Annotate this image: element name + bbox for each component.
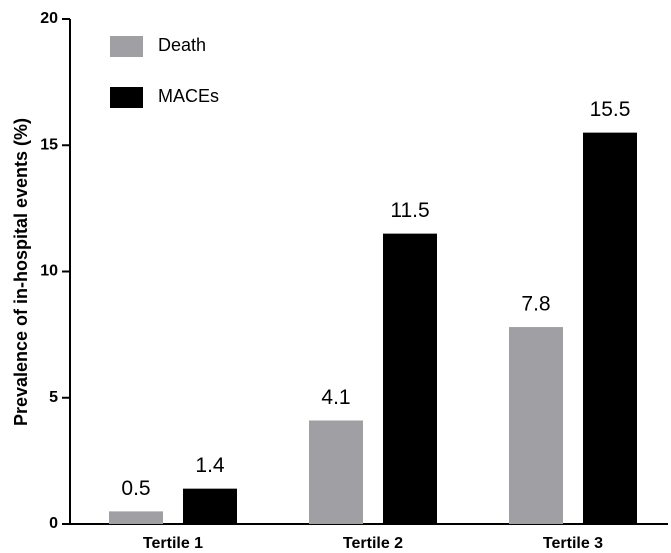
y-tick-label: 5 [49, 389, 58, 406]
legend-label: Death [158, 35, 206, 55]
y-tick-label: 15 [40, 136, 58, 153]
x-tick-label: Tertile 3 [543, 535, 603, 552]
bar [383, 233, 437, 524]
legend-swatch [110, 87, 143, 108]
legend-swatch [110, 36, 143, 57]
data-label: 15.5 [590, 98, 631, 121]
legend-label: MACEs [158, 86, 219, 106]
data-label: 1.4 [195, 454, 225, 477]
bar [309, 420, 363, 524]
x-tick-label: Tertile 2 [343, 535, 403, 552]
data-label: 11.5 [390, 199, 429, 222]
x-tick-label: Tertile 1 [143, 535, 203, 552]
bar [109, 511, 163, 524]
data-label: 0.5 [121, 477, 150, 500]
y-tick-label: 10 [40, 263, 58, 280]
data-label: 4.1 [321, 386, 350, 409]
y-tick-label: 0 [49, 515, 58, 532]
data-label: 7.8 [521, 293, 550, 316]
bar [183, 488, 237, 524]
bar [583, 132, 637, 524]
y-axis-label: Prevalence of in-hospital events (%) [11, 118, 31, 426]
y-tick-label: 20 [40, 10, 58, 27]
bar [509, 327, 563, 524]
